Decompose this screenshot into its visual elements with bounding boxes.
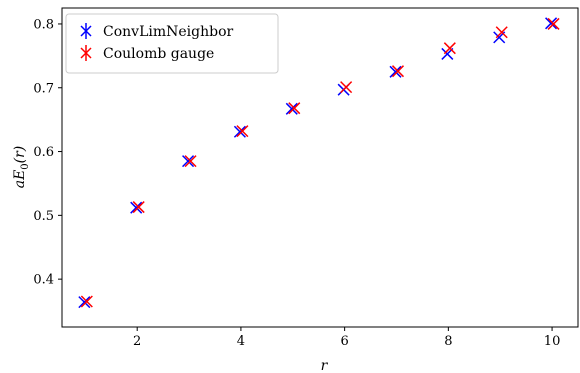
data-point-convlimneighbor: [182, 155, 195, 168]
y-axis-label-main: aE: [12, 170, 28, 189]
legend: ConvLimNeighbor Coulomb gauge: [65, 13, 279, 74]
y-axis-label-tail: (r): [12, 146, 28, 164]
x-tick-label: 8: [444, 334, 452, 349]
x-tick-label: 6: [340, 334, 348, 349]
data-point-coulomb-gauge: [340, 81, 353, 94]
y-axis-label-subscript: 0: [20, 163, 31, 169]
data-point-convlimneighbor: [389, 65, 402, 78]
data-point-coulomb-gauge: [288, 102, 301, 115]
legend-label: Coulomb gauge: [103, 46, 214, 62]
data-point-coulomb-gauge: [236, 125, 249, 138]
legend-marker: [80, 23, 92, 39]
data-point-coulomb-gauge: [132, 201, 145, 214]
data-point-convlimneighbor: [545, 17, 558, 30]
legend-box: [65, 13, 279, 74]
data-point-convlimneighbor: [130, 201, 143, 214]
plot-frame: [61, 7, 579, 328]
x-axis-label: r: [321, 358, 329, 373]
y-tick-label: 0.4: [33, 273, 54, 288]
x-tick-label: 10: [544, 334, 561, 349]
y-tick-label: 0.5: [33, 209, 54, 224]
data-point-convlimneighbor: [78, 296, 91, 309]
data-point-coulomb-gauge: [184, 155, 197, 168]
axes: 2 4 6 8 10 0.4 0.5 0.6 0.7 0.8: [33, 7, 579, 349]
data-point-coulomb-gauge: [80, 295, 93, 308]
x-tick-label: 4: [237, 334, 245, 349]
data-point-convlimneighbor: [233, 125, 246, 138]
x-tick-label: 2: [133, 334, 141, 349]
y-axis-label: aE0(r): [12, 146, 31, 189]
data-point-convlimneighbor: [285, 102, 298, 115]
data-point-coulomb-gauge: [443, 42, 456, 55]
y-tick-label: 0.8: [33, 17, 54, 32]
y-tick-label: 0.7: [33, 81, 54, 96]
legend-label: ConvLimNeighbor: [103, 24, 233, 40]
y-tick-label: 0.6: [33, 145, 54, 160]
data-point-coulomb-gauge: [391, 65, 405, 78]
legend-marker: [80, 45, 92, 61]
data-points: [78, 17, 560, 309]
data-point-coulomb-gauge: [547, 17, 560, 30]
data-point-coulomb-gauge: [495, 26, 508, 39]
